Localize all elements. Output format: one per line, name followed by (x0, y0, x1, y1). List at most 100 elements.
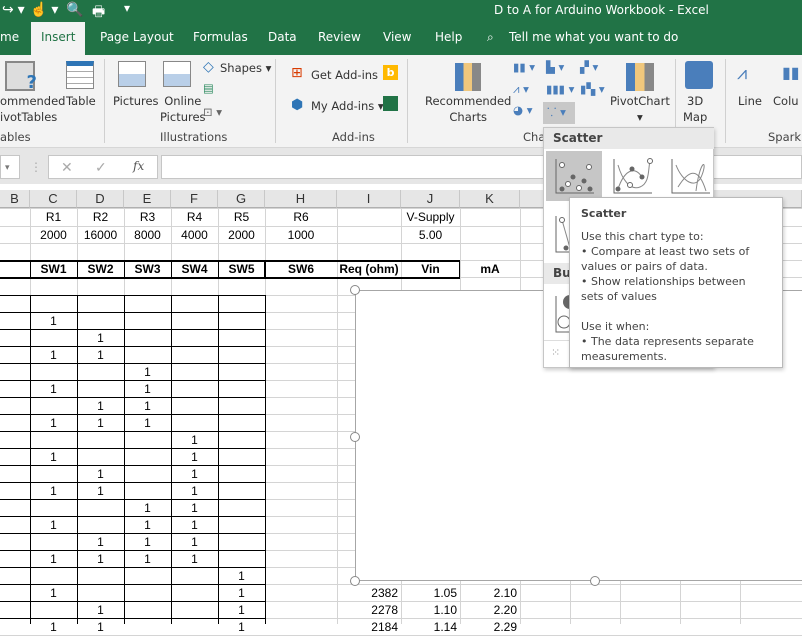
req-cell[interactable]: 2184 (371, 620, 398, 634)
switch-cell[interactable]: 1 (238, 569, 245, 583)
switch-cell[interactable]: 1 (144, 382, 151, 396)
resistor-value-cell[interactable]: 1000 (287, 228, 315, 242)
column-title-cell[interactable]: SW2 (87, 262, 114, 276)
waterfall-chart-icon[interactable]: ▞ ▾ (580, 60, 599, 74)
tab-insert[interactable]: Insert (31, 22, 86, 55)
sparkline-column-button[interactable]: Colu (773, 94, 799, 108)
column-title-cell[interactable]: Req (ohm) (339, 262, 399, 276)
switch-cell[interactable]: 1 (50, 348, 57, 362)
scatter-smooth-markers-option[interactable] (604, 151, 660, 201)
recommended-pivottables-button[interactable]: ommended ivotTables (0, 94, 66, 124)
pictures-button[interactable]: Pictures (113, 94, 159, 108)
vin-cell[interactable]: 1.14 (433, 620, 457, 634)
cancel-icon[interactable]: ✕ (61, 159, 73, 175)
more-scatter-charts-icon[interactable]: ⁙ (551, 346, 561, 359)
switch-cell[interactable]: 1 (191, 484, 198, 498)
column-header-J[interactable]: J (401, 190, 460, 208)
vin-cell[interactable]: 1.10 (433, 603, 457, 617)
online-pictures-button[interactable]: Online Pictures (160, 94, 206, 124)
resistor-value-cell[interactable]: 8000 (134, 228, 161, 242)
pie-chart-icon[interactable]: ◕ ▾ (513, 103, 533, 117)
supply-label-cell[interactable]: V-Supply (406, 210, 455, 224)
switch-cell[interactable]: 1 (50, 620, 57, 634)
combo-chart-icon[interactable]: ▮▚ ▾ (580, 82, 605, 96)
switch-cell[interactable]: 1 (97, 552, 104, 566)
column-title-cell[interactable]: SW6 (287, 262, 314, 276)
print-preview-icon[interactable]: 🔍 (66, 1, 84, 17)
line-chart-icon[interactable]: ⩘ ▾ (513, 82, 529, 96)
resistor-label-cell[interactable]: R2 (92, 210, 109, 224)
recommended-charts-button[interactable]: Recommended Charts (425, 94, 512, 124)
ma-cell[interactable]: 2.20 (493, 603, 517, 617)
tab-formulas[interactable]: Formulas (193, 30, 248, 44)
switch-cell[interactable]: 1 (97, 467, 104, 481)
column-header-E[interactable]: E (124, 190, 171, 208)
vin-cell[interactable]: 1.05 (433, 586, 457, 600)
enter-icon[interactable]: ✓ (95, 159, 107, 175)
switch-cell[interactable]: 1 (50, 382, 57, 396)
switch-cell[interactable]: 1 (191, 450, 198, 464)
column-chart-icon[interactable]: ▮▮ ▾ (513, 60, 536, 74)
ma-cell[interactable]: 2.29 (493, 620, 517, 634)
scatter-smooth-lines-option[interactable] (662, 151, 718, 201)
insert-function-icon[interactable]: fx (133, 159, 145, 173)
switch-cell[interactable]: 1 (97, 484, 104, 498)
resistor-value-cell[interactable]: 2000 (40, 228, 67, 242)
switch-cell[interactable]: 1 (144, 416, 151, 430)
resize-handle[interactable] (590, 576, 600, 586)
column-header-D[interactable]: D (77, 190, 124, 208)
3d-map-button[interactable]: 3D Map (683, 94, 708, 124)
switch-cell[interactable]: 1 (50, 518, 57, 532)
tab-home[interactable]: me (0, 30, 20, 44)
switch-cell[interactable]: 1 (191, 552, 198, 566)
switch-cell[interactable]: 1 (97, 603, 104, 617)
switch-cell[interactable]: 1 (50, 314, 57, 328)
switch-cell[interactable]: 1 (191, 501, 198, 515)
customize-qat-icon[interactable]: ▾ (124, 1, 131, 15)
tab-help[interactable]: Help (435, 30, 463, 44)
resize-handle[interactable] (350, 576, 360, 586)
switch-cell[interactable]: 1 (238, 603, 245, 617)
switch-cell[interactable]: 1 (238, 620, 245, 634)
switch-cell[interactable]: 1 (191, 535, 198, 549)
scatter-straight-markers-option[interactable] (546, 208, 572, 258)
sparkline-line-button[interactable]: Line (738, 94, 762, 108)
switch-cell[interactable]: 1 (97, 535, 104, 549)
column-header-C[interactable]: C (30, 190, 77, 208)
resize-handle[interactable] (350, 285, 360, 295)
table-button[interactable]: Table (66, 94, 96, 108)
tab-page-layout[interactable]: Page Layout (100, 30, 174, 44)
column-header-I[interactable]: I (337, 190, 401, 208)
tab-view[interactable]: View (383, 30, 412, 44)
scatter-option[interactable] (546, 151, 602, 201)
supply-value-cell[interactable]: 5.00 (418, 228, 443, 242)
column-header-G[interactable]: G (218, 190, 265, 208)
switch-cell[interactable]: 1 (144, 518, 151, 532)
switch-cell[interactable]: 1 (144, 501, 151, 515)
hierarchy-chart-icon[interactable]: ▙ ▾ (546, 60, 565, 74)
column-title-cell[interactable]: SW5 (228, 262, 255, 276)
switch-cell[interactable]: 1 (191, 518, 198, 532)
redo-icon[interactable]: ↪ ▾ (2, 1, 25, 17)
pivotchart-button[interactable]: PivotChart ▾ (610, 94, 670, 124)
column-title-cell[interactable]: mA (480, 262, 500, 276)
shapes-button[interactable]: Shapes ▾ (220, 61, 272, 75)
switch-cell[interactable]: 1 (97, 416, 104, 430)
tab-data[interactable]: Data (268, 30, 297, 44)
switch-cell[interactable]: 1 (97, 399, 104, 413)
resize-handle[interactable] (350, 432, 360, 442)
ma-cell[interactable]: 2.10 (493, 586, 517, 600)
column-header-F[interactable]: F (171, 190, 218, 208)
column-title-cell[interactable]: SW1 (40, 262, 67, 276)
switch-cell[interactable]: 1 (97, 348, 104, 362)
resistor-value-cell[interactable]: 16000 (83, 228, 118, 242)
resistor-label-cell[interactable]: R3 (139, 210, 156, 224)
switch-cell[interactable]: 1 (50, 552, 57, 566)
get-addins-button[interactable]: Get Add-ins (311, 68, 379, 82)
column-header-B[interactable]: B (0, 190, 30, 208)
people-graph-icon[interactable] (383, 96, 398, 111)
tell-me-input[interactable]: Tell me what you want to do (509, 30, 679, 44)
column-header-H[interactable]: H (265, 190, 337, 208)
switch-cell[interactable]: 1 (191, 467, 198, 481)
resistor-label-cell[interactable]: R1 (45, 210, 62, 224)
